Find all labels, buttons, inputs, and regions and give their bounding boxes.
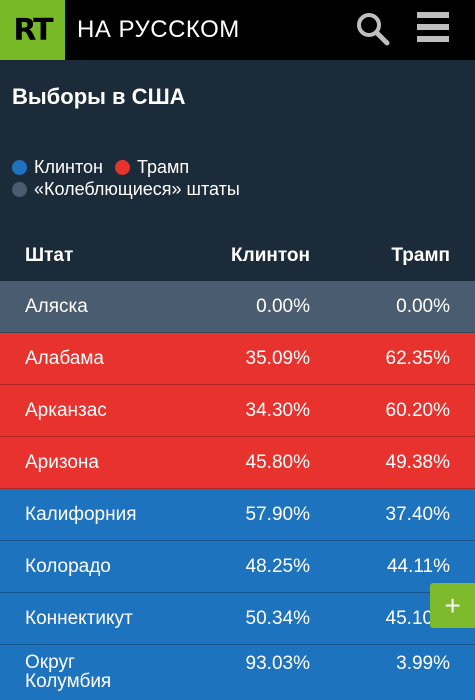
- header-state: Штат: [25, 245, 74, 266]
- header-trump: Трамп: [391, 245, 450, 266]
- clinton-percent: 93.03%: [245, 653, 310, 674]
- results-table: Аляска 0.00% 0.00% Алабама 35.09% 62.35%…: [0, 281, 475, 700]
- state-name: Алабама: [25, 348, 104, 369]
- table-row[interactable]: Калифорния 57.90% 37.40%: [0, 489, 475, 541]
- clinton-percent: 45.80%: [245, 452, 310, 473]
- state-name: Аризона: [25, 452, 99, 473]
- hamburger-menu-icon[interactable]: [417, 12, 449, 42]
- state-name: Округ Колумбия: [25, 652, 112, 692]
- logo-text: RT: [13, 12, 53, 48]
- top-bar: RT НА РУССКОМ: [0, 0, 475, 60]
- clinton-dot-icon: [12, 159, 27, 175]
- state-name: Колорадо: [25, 556, 111, 577]
- table-row[interactable]: Аляска 0.00% 0.00%: [0, 281, 475, 333]
- clinton-percent: 34.30%: [245, 400, 310, 421]
- table-header: Штат Клинтон Трамп: [0, 233, 475, 279]
- table-row[interactable]: Колорадо 48.25% 44.11%: [0, 541, 475, 593]
- clinton-percent: 57.90%: [245, 504, 310, 525]
- table-row[interactable]: Арканзас 34.30% 60.20%: [0, 385, 475, 437]
- state-name: Аляска: [25, 296, 88, 317]
- table-row[interactable]: Округ Колумбия 93.03% 3.99%: [0, 645, 475, 700]
- page-title: Выборы в США: [12, 84, 186, 109]
- clinton-percent: 48.25%: [245, 556, 310, 577]
- trump-percent: 0.00%: [396, 296, 450, 317]
- state-name: Арканзас: [25, 400, 107, 421]
- state-name: Коннектикут: [25, 608, 133, 629]
- legend-clinton-label: Клинтон: [34, 156, 103, 177]
- swing-dot-icon: [12, 181, 27, 197]
- trump-percent: 49.38%: [385, 452, 450, 473]
- trump-percent: 44.11%: [386, 556, 450, 577]
- table-row[interactable]: Коннектикут 50.34% 45.10%: [0, 593, 475, 645]
- search-icon[interactable]: [356, 12, 390, 46]
- clinton-percent: 35.09%: [245, 348, 310, 369]
- trump-percent: 62.35%: [385, 348, 450, 369]
- trump-percent: 60.20%: [385, 400, 450, 421]
- trump-percent: 37.40%: [385, 504, 450, 525]
- legend-swing-label: «Колеблющиеся» штаты: [34, 178, 240, 199]
- clinton-percent: 0.00%: [256, 296, 310, 317]
- header-clinton: Клинтон: [231, 245, 310, 266]
- legend-trump-label: Трамп: [136, 156, 190, 177]
- trump-dot-icon: [114, 159, 130, 175]
- clinton-percent: 50.34%: [245, 608, 310, 629]
- brand-title: НА РУССКОМ: [77, 16, 240, 43]
- table-row[interactable]: Алабама 35.09% 62.35%: [0, 333, 475, 385]
- table-row[interactable]: Аризона 45.80% 49.38%: [0, 437, 475, 489]
- rt-logo[interactable]: RT: [0, 0, 65, 60]
- legend: Клинтон Трамп «Колеблющиеся» штаты: [12, 156, 240, 200]
- state-name: Калифорния: [25, 504, 137, 525]
- expand-plus-button[interactable]: +: [430, 583, 475, 628]
- trump-percent: 3.99%: [396, 653, 450, 674]
